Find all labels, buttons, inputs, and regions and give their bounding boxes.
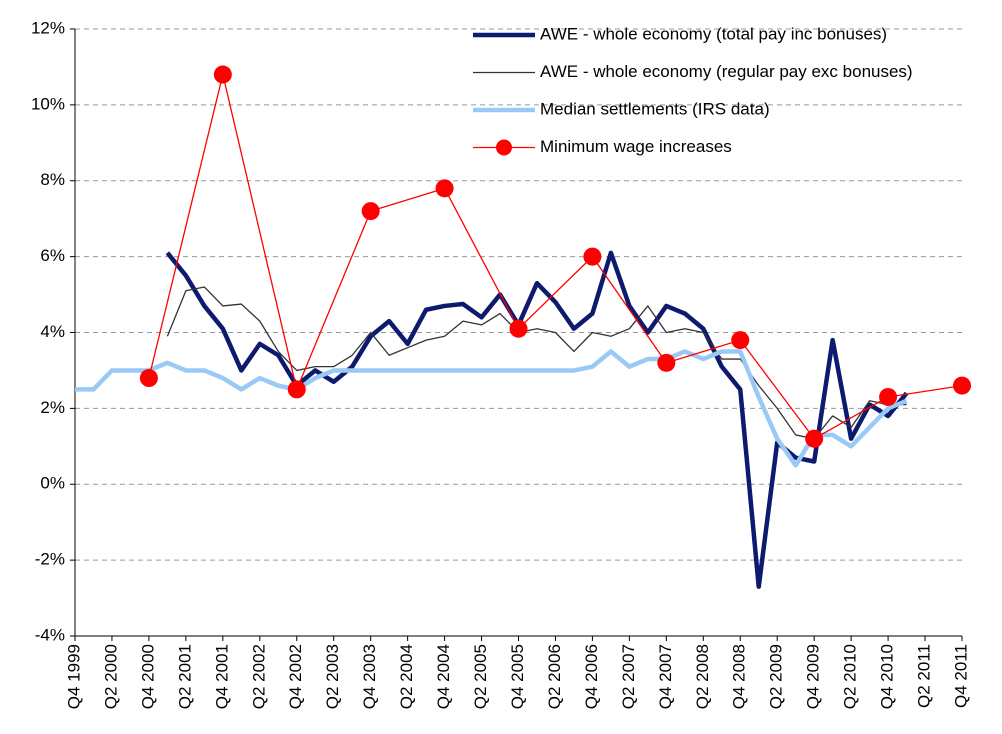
x-tick-label: Q4 2009 xyxy=(804,644,823,709)
y-tick-label: 6% xyxy=(40,246,65,265)
y-tick-label: -2% xyxy=(35,550,65,569)
marker xyxy=(509,319,528,338)
x-tick-label: Q4 2003 xyxy=(360,644,379,709)
x-tick-label: Q4 2001 xyxy=(212,644,231,709)
legend-label: AWE - whole economy (regular pay exc bon… xyxy=(540,62,913,81)
marker xyxy=(139,369,158,388)
x-tick-label: Q4 2004 xyxy=(434,644,453,709)
x-tick-label: Q2 2006 xyxy=(545,644,564,709)
marker xyxy=(583,247,602,266)
y-tick-label: 0% xyxy=(40,474,65,493)
y-tick-label: 2% xyxy=(40,398,65,417)
x-tick-label: Q4 2010 xyxy=(878,644,897,709)
legend-marker xyxy=(496,139,512,156)
y-tick-label: -4% xyxy=(35,625,65,644)
legend-label: Median settlements (IRS data) xyxy=(540,99,770,118)
series-line xyxy=(165,250,909,589)
x-tick-label: Q2 2011 xyxy=(915,644,934,708)
marker xyxy=(731,331,750,350)
series-line xyxy=(75,349,908,468)
x-tick-label: Q4 2006 xyxy=(582,644,601,709)
series-line xyxy=(148,73,963,440)
x-tick-label: Q2 2004 xyxy=(397,644,416,709)
marker xyxy=(213,65,232,84)
x-tick-label: Q2 2007 xyxy=(619,644,638,709)
marker xyxy=(361,202,380,221)
y-tick-label: 8% xyxy=(40,170,65,189)
x-tick-label: Q4 2000 xyxy=(138,644,157,709)
marker xyxy=(435,179,454,198)
x-tick-label: Q2 2002 xyxy=(249,644,268,709)
x-tick-label: Q2 2003 xyxy=(323,644,342,709)
x-tick-label: Q2 2000 xyxy=(101,644,120,709)
marker xyxy=(287,380,306,399)
y-tick-label: 12% xyxy=(31,18,65,37)
x-tick-label: Q4 2008 xyxy=(730,644,749,709)
legend-label: Minimum wage increases xyxy=(540,137,732,156)
x-tick-label: Q2 2009 xyxy=(767,644,786,709)
x-tick-label: Q2 2008 xyxy=(693,644,712,709)
marker xyxy=(953,376,971,395)
x-tick-label: Q4 2002 xyxy=(286,644,305,709)
y-tick-label: 10% xyxy=(31,94,65,113)
y-tick-label: 4% xyxy=(40,322,65,341)
marker xyxy=(879,387,898,406)
x-tick-label: Q4 2005 xyxy=(508,644,527,709)
x-tick-label: Q2 2005 xyxy=(471,644,490,709)
x-tick-label: Q2 2010 xyxy=(841,644,860,709)
x-tick-label: Q4 1999 xyxy=(64,644,83,709)
x-tick-label: Q4 2011 xyxy=(951,644,970,708)
x-tick-label: Q2 2001 xyxy=(175,644,194,709)
marker xyxy=(805,429,824,448)
marker xyxy=(657,353,676,372)
legend-label: AWE - whole economy (total pay inc bonus… xyxy=(540,24,887,43)
x-tick-label: Q4 2007 xyxy=(656,644,675,709)
